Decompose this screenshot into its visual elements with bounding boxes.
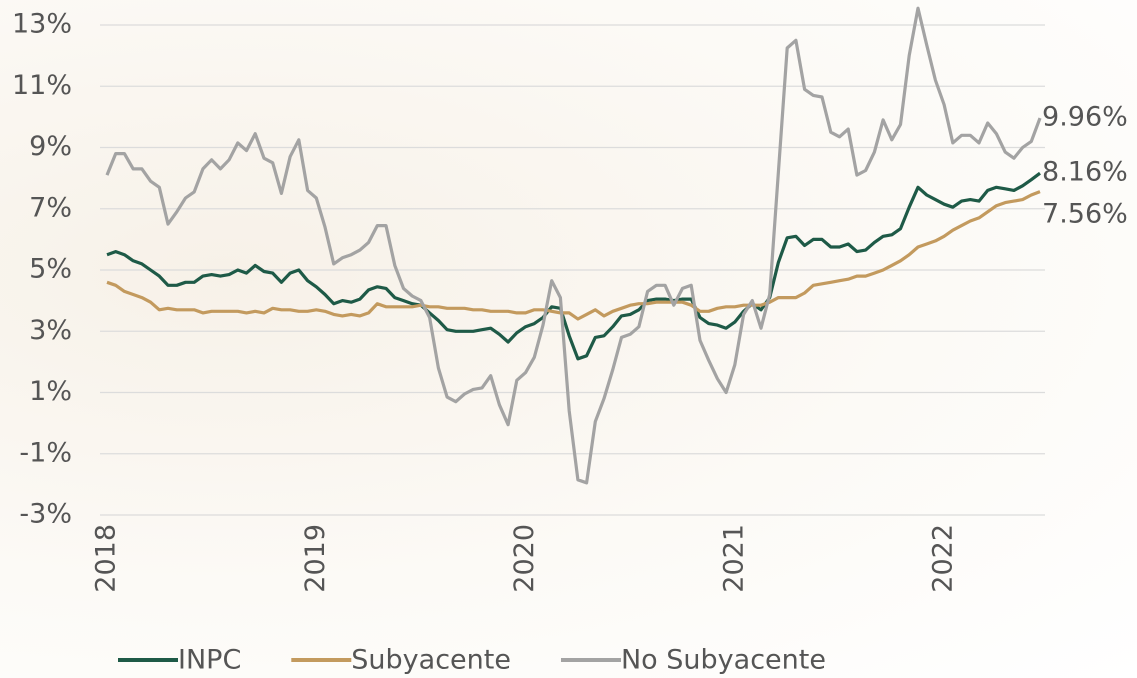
y-tick-label: 5%	[29, 254, 72, 285]
y-tick-label: -1%	[19, 437, 72, 468]
end-label: 9.96%	[1042, 102, 1128, 133]
y-tick-label: 7%	[29, 192, 72, 223]
x-tick-label: 2020	[509, 524, 540, 593]
series-line	[105, 6, 1042, 485]
legend-label: Subyacente	[351, 645, 511, 676]
x-tick-label: 2021	[718, 524, 749, 593]
y-tick-label: 3%	[29, 315, 72, 346]
x-tick-label: 2018	[91, 524, 122, 593]
legend-label: No Subyacente	[621, 645, 826, 676]
series-line	[106, 190, 1041, 321]
end-label: 7.56%	[1042, 199, 1128, 230]
y-tick-label: 1%	[29, 376, 72, 407]
y-tick-label: 9%	[29, 131, 72, 162]
x-tick-label: 2022	[928, 524, 959, 593]
y-tick-label: -3%	[19, 499, 72, 530]
legend-label: INPC	[178, 645, 241, 676]
y-tick-label: 11%	[12, 70, 72, 101]
end-label: 8.16%	[1042, 157, 1128, 188]
y-tick-label: 13%	[12, 9, 72, 40]
x-tick-label: 2019	[300, 524, 331, 593]
series-line	[106, 171, 1041, 361]
